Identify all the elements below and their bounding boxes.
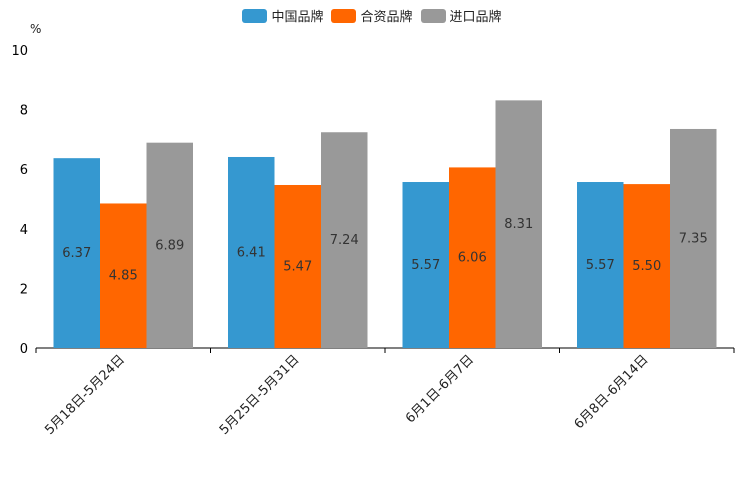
bar (402, 182, 449, 348)
legend-item-joint-venture-brand[interactable]: 合资品牌 (331, 6, 413, 25)
legend-swatch-china-brand (242, 8, 268, 23)
x-category-label: 5月25日-5月31日 (217, 352, 303, 438)
data-label: 6.06 (458, 251, 487, 266)
y-tick-label: 6 (20, 163, 28, 178)
bar (449, 167, 496, 348)
legend-label-china-brand: 中国品牌 (271, 10, 324, 25)
bar (274, 184, 321, 348)
y-tick-label: 10 (11, 44, 28, 59)
data-label: 5.57 (411, 258, 440, 273)
bar (577, 182, 624, 348)
bar (623, 184, 670, 348)
bar (495, 100, 542, 348)
y-axis-unit: % (30, 22, 42, 36)
bar (100, 203, 147, 348)
data-label: 6.37 (62, 246, 91, 261)
data-label: 7.35 (679, 231, 708, 246)
bar (670, 128, 717, 348)
y-tick-label: 2 (20, 282, 28, 297)
data-label: 5.57 (586, 258, 615, 273)
legend-label-imported-brand: 进口品牌 (449, 10, 502, 25)
data-label: 7.24 (330, 233, 359, 248)
bar (228, 156, 275, 348)
legend-label-joint-venture-brand: 合资品牌 (360, 10, 413, 25)
legend-item-imported-brand[interactable]: 进口品牌 (420, 6, 502, 25)
x-category-label: 5月18日-5月24日 (42, 352, 128, 438)
data-label: 5.47 (283, 259, 312, 274)
legend-swatch-imported-brand (420, 8, 446, 23)
y-tick-label: 4 (20, 223, 28, 238)
bar (321, 132, 368, 348)
y-tick-label: 8 (20, 104, 28, 119)
legend-item-china-brand[interactable]: 中国品牌 (242, 6, 323, 25)
x-category-label: 6月1日-6月7日 (403, 352, 477, 426)
legend: 中国品牌 合资品牌 进口品牌 (0, 6, 744, 25)
bar (53, 158, 100, 348)
data-label: 8.31 (504, 217, 533, 232)
data-label: 6.41 (237, 245, 266, 260)
legend-swatch-joint-venture-brand (331, 8, 357, 23)
y-tick-label: 0 (20, 342, 28, 357)
x-category-label: 6月8日-6月14日 (572, 352, 652, 432)
data-label: 6.89 (155, 238, 184, 253)
data-label: 4.85 (109, 269, 138, 284)
data-label: 5.50 (632, 259, 661, 274)
bar (146, 142, 193, 348)
